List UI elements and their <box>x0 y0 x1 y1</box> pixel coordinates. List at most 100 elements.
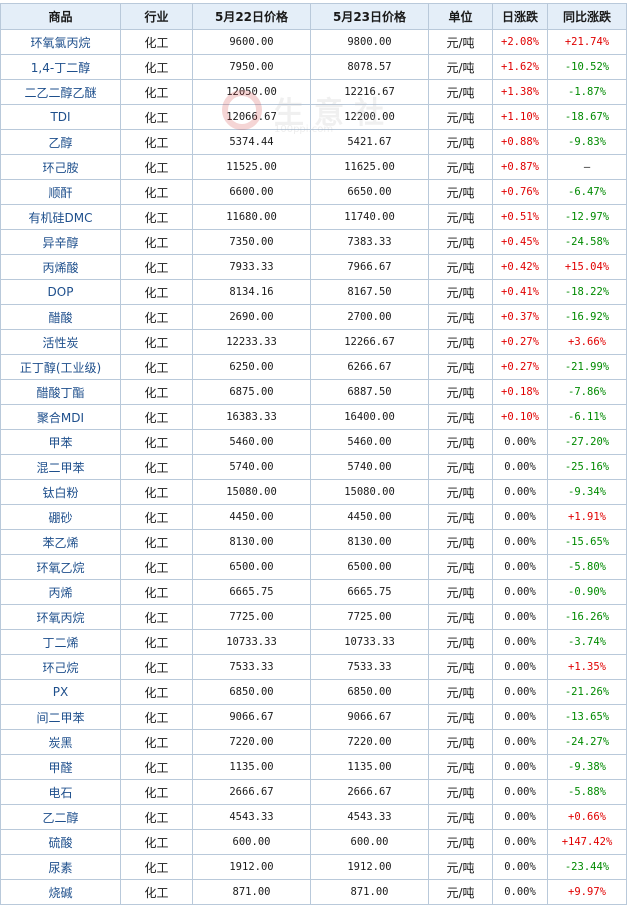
price-may22-cell: 1912.00 <box>192 854 311 880</box>
industry-cell: 化工 <box>120 179 193 205</box>
unit-cell: 元/吨 <box>428 379 493 405</box>
price-may22-cell: 6665.75 <box>192 579 311 605</box>
product-name-link[interactable]: 电石 <box>0 779 121 805</box>
product-name-link[interactable]: DOP <box>0 279 121 305</box>
price-may22-cell: 12066.67 <box>192 104 311 130</box>
price-may22-cell: 871.00 <box>192 879 311 905</box>
product-name-link[interactable]: 环氧丙烷 <box>0 604 121 630</box>
price-may23-cell: 7533.33 <box>310 654 429 680</box>
product-name-link[interactable]: 甲苯 <box>0 429 121 455</box>
unit-cell: 元/吨 <box>428 479 493 505</box>
table-row: 混二甲苯 化工 5740.00 5740.00 元/吨 0.00% -25.16% <box>0 454 627 480</box>
industry-cell: 化工 <box>120 479 193 505</box>
product-name-link[interactable]: 间二甲苯 <box>0 704 121 730</box>
daily-change-cell: +0.45% <box>492 229 548 255</box>
product-name-link[interactable]: 有机硅DMC <box>0 204 121 230</box>
product-name-link[interactable]: 硼砂 <box>0 504 121 530</box>
product-name-link[interactable]: 顺酐 <box>0 179 121 205</box>
product-name-link[interactable]: 甲醛 <box>0 754 121 780</box>
table-row: 二乙二醇乙醚 化工 12050.00 12216.67 元/吨 +1.38% -1.87% <box>0 79 627 105</box>
daily-change-cell: +1.38% <box>492 79 548 105</box>
industry-cell: 化工 <box>120 654 193 680</box>
product-name-link[interactable]: 醋酸 <box>0 304 121 330</box>
product-name-link[interactable]: 正丁醇(工业级) <box>0 354 121 380</box>
price-may22-cell: 16383.33 <box>192 404 311 430</box>
header-product: 商品 <box>0 3 121 30</box>
industry-cell: 化工 <box>120 54 193 80</box>
unit-cell: 元/吨 <box>428 679 493 705</box>
price-may23-cell: 8167.50 <box>310 279 429 305</box>
price-table: 商品 行业 5月22日价格 5月23日价格 单位 日涨跌 同比涨跌 环氧氯丙烷化… <box>0 3 627 905</box>
price-may23-cell: 1912.00 <box>310 854 429 880</box>
industry-cell: 化工 <box>120 704 193 730</box>
daily-change-cell: +2.08% <box>492 29 548 55</box>
price-may22-cell: 5740.00 <box>192 454 311 480</box>
product-name-link[interactable]: 异辛醇 <box>0 229 121 255</box>
product-name-link[interactable]: 1,4-丁二醇 <box>0 54 121 80</box>
product-name-link[interactable]: 醋酸丁酯 <box>0 379 121 405</box>
product-name-link[interactable]: 乙醇 <box>0 129 121 155</box>
industry-cell: 化工 <box>120 604 193 630</box>
industry-cell: 化工 <box>120 304 193 330</box>
daily-change-cell: 0.00% <box>492 879 548 905</box>
daily-change-cell: 0.00% <box>492 529 548 555</box>
price-may23-cell: 6887.50 <box>310 379 429 405</box>
industry-cell: 化工 <box>120 579 193 605</box>
unit-cell: 元/吨 <box>428 354 493 380</box>
industry-cell: 化工 <box>120 129 193 155</box>
product-name-link[interactable]: 活性炭 <box>0 329 121 355</box>
price-may23-cell: 7966.67 <box>310 254 429 280</box>
industry-cell: 化工 <box>120 629 193 655</box>
unit-cell: 元/吨 <box>428 254 493 280</box>
product-name-link[interactable]: 聚合MDI <box>0 404 121 430</box>
table-row: 丙烯 化工 6665.75 6665.75 元/吨 0.00% -0.90% <box>0 579 627 605</box>
daily-change-cell: +0.88% <box>492 129 548 155</box>
yoy-change-cell: -9.34% <box>547 479 627 505</box>
industry-cell: 化工 <box>120 279 193 305</box>
daily-change-cell: 0.00% <box>492 604 548 630</box>
price-may22-cell: 4450.00 <box>192 504 311 530</box>
product-name-link[interactable]: TDI <box>0 104 121 130</box>
product-name-link[interactable]: 丁二烯 <box>0 629 121 655</box>
product-name-link[interactable]: 环己胺 <box>0 154 121 180</box>
price-may23-cell: 5740.00 <box>310 454 429 480</box>
table-row: 乙醇 化工 5374.44 5421.67 元/吨 +0.88% -9.83% <box>0 129 627 155</box>
price-may22-cell: 6250.00 <box>192 354 311 380</box>
product-name-link[interactable]: 环氧乙烷 <box>0 554 121 580</box>
product-name-link[interactable]: PX <box>0 679 121 705</box>
product-name-link[interactable]: 钛白粉 <box>0 479 121 505</box>
industry-cell: 化工 <box>120 154 193 180</box>
product-name-link[interactable]: 丙烯酸 <box>0 254 121 280</box>
daily-change-cell: 0.00% <box>492 579 548 605</box>
product-name-link[interactable]: 二乙二醇乙醚 <box>0 79 121 105</box>
table-row: 炭黑 化工 7220.00 7220.00 元/吨 0.00% -24.27% <box>0 729 627 755</box>
product-name-link[interactable]: 混二甲苯 <box>0 454 121 480</box>
product-name-link[interactable]: 尿素 <box>0 854 121 880</box>
daily-change-cell: +0.76% <box>492 179 548 205</box>
product-name-link[interactable]: 环己烷 <box>0 654 121 680</box>
product-name-link[interactable]: 乙二醇 <box>0 804 121 830</box>
product-name-link[interactable]: 炭黑 <box>0 729 121 755</box>
price-may23-cell: 10733.33 <box>310 629 429 655</box>
daily-change-cell: +0.27% <box>492 354 548 380</box>
unit-cell: 元/吨 <box>428 879 493 905</box>
product-name-link[interactable]: 环氧氯丙烷 <box>0 29 121 55</box>
unit-cell: 元/吨 <box>428 154 493 180</box>
table-row: 钛白粉 化工 15080.00 15080.00 元/吨 0.00% -9.34% <box>0 479 627 505</box>
industry-cell: 化工 <box>120 829 193 855</box>
yoy-change-cell: +21.74% <box>547 29 627 55</box>
unit-cell: 元/吨 <box>428 554 493 580</box>
product-name-link[interactable]: 硫酸 <box>0 829 121 855</box>
product-name-link[interactable]: 烧碱 <box>0 879 121 905</box>
unit-cell: 元/吨 <box>428 54 493 80</box>
table-row: 醋酸丁酯 化工 6875.00 6887.50 元/吨 +0.18% -7.86% <box>0 379 627 405</box>
table-row: 电石 化工 2666.67 2666.67 元/吨 0.00% -5.88% <box>0 779 627 805</box>
yoy-change-cell: +3.66% <box>547 329 627 355</box>
price-may22-cell: 12233.33 <box>192 329 311 355</box>
yoy-change-cell: +9.97% <box>547 879 627 905</box>
industry-cell: 化工 <box>120 329 193 355</box>
product-name-link[interactable]: 丙烯 <box>0 579 121 605</box>
daily-change-cell: +1.62% <box>492 54 548 80</box>
price-may22-cell: 2690.00 <box>192 304 311 330</box>
product-name-link[interactable]: 苯乙烯 <box>0 529 121 555</box>
